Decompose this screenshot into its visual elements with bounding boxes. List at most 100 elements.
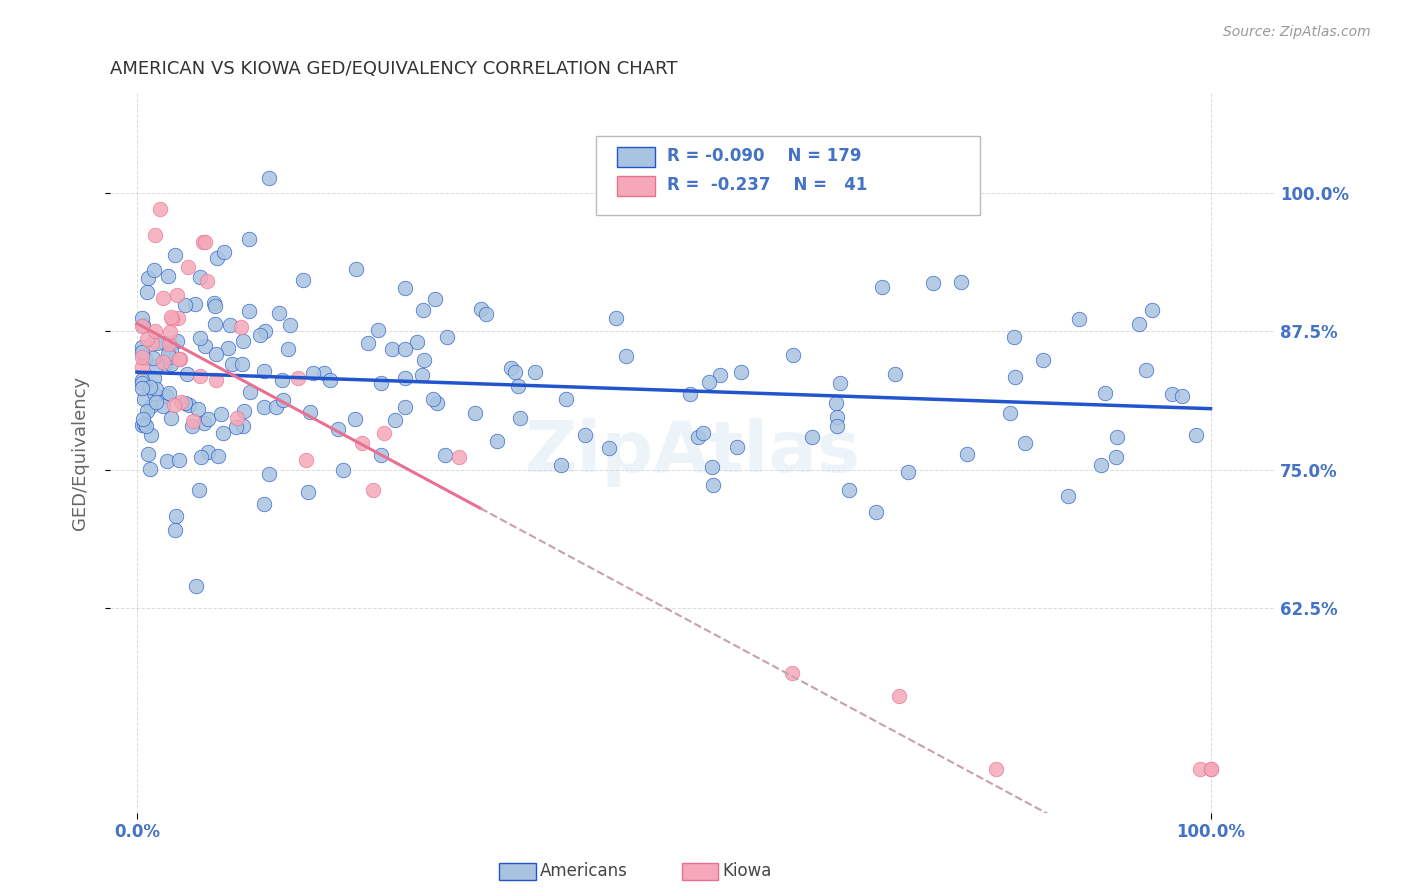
Point bbox=[264, 400, 287, 414]
Point bbox=[406, 335, 429, 350]
Point bbox=[139, 380, 162, 394]
Point bbox=[207, 449, 229, 463]
Point bbox=[131, 418, 153, 433]
Point bbox=[509, 411, 531, 425]
Point bbox=[176, 367, 198, 381]
Point bbox=[1128, 317, 1150, 331]
Point bbox=[136, 403, 159, 417]
Point bbox=[143, 228, 166, 243]
Point bbox=[157, 337, 180, 351]
Point bbox=[801, 430, 824, 444]
Point bbox=[163, 247, 186, 261]
Point bbox=[381, 342, 404, 356]
Text: R =  -0.237    N =   41: R = -0.237 N = 41 bbox=[666, 177, 868, 194]
Point bbox=[169, 351, 191, 366]
Point bbox=[394, 342, 416, 356]
Point bbox=[163, 398, 186, 412]
Point bbox=[132, 417, 155, 431]
Point bbox=[197, 444, 219, 458]
Point bbox=[319, 373, 342, 387]
Point bbox=[226, 410, 249, 425]
Point bbox=[146, 335, 169, 350]
Point bbox=[239, 385, 262, 400]
Point bbox=[131, 351, 153, 365]
Point bbox=[1188, 762, 1211, 776]
Point bbox=[824, 396, 846, 410]
Point bbox=[605, 311, 627, 326]
Point bbox=[153, 335, 176, 350]
Point bbox=[344, 262, 367, 277]
Point bbox=[447, 450, 470, 464]
Point bbox=[131, 376, 153, 390]
Point bbox=[709, 368, 731, 382]
Point bbox=[470, 301, 492, 316]
Point bbox=[160, 344, 183, 359]
Point bbox=[174, 298, 197, 312]
Point bbox=[167, 310, 190, 325]
Point bbox=[1004, 370, 1026, 384]
Point bbox=[501, 361, 523, 376]
Point bbox=[598, 441, 620, 455]
Point bbox=[700, 460, 723, 475]
Point bbox=[155, 388, 177, 402]
FancyBboxPatch shape bbox=[617, 176, 655, 196]
Point bbox=[287, 370, 309, 384]
Point bbox=[361, 483, 384, 497]
Point bbox=[159, 411, 181, 425]
Point bbox=[225, 420, 247, 434]
Text: R = -0.090    N = 179: R = -0.090 N = 179 bbox=[666, 147, 862, 165]
Point bbox=[1094, 385, 1116, 400]
Point bbox=[314, 367, 336, 381]
Point bbox=[280, 318, 302, 332]
Point bbox=[157, 385, 180, 400]
Point bbox=[167, 453, 190, 467]
Point bbox=[177, 260, 200, 275]
Point bbox=[131, 373, 153, 387]
Point bbox=[190, 450, 212, 464]
Point bbox=[159, 357, 181, 371]
Point bbox=[142, 351, 165, 366]
Point bbox=[295, 453, 318, 467]
Point bbox=[267, 306, 290, 320]
Point bbox=[163, 523, 186, 537]
Point bbox=[141, 336, 163, 351]
Text: Kiowa: Kiowa bbox=[723, 863, 772, 880]
Point bbox=[1090, 458, 1112, 472]
Point bbox=[131, 310, 153, 325]
Point bbox=[357, 336, 380, 351]
Point bbox=[897, 465, 920, 479]
Point bbox=[413, 352, 436, 367]
Point bbox=[277, 343, 299, 357]
Point bbox=[370, 376, 392, 391]
Point bbox=[195, 274, 218, 288]
Point bbox=[730, 365, 752, 379]
Point bbox=[1105, 430, 1128, 444]
Point bbox=[725, 440, 748, 454]
Point bbox=[184, 297, 207, 311]
Point bbox=[373, 425, 395, 440]
Point bbox=[131, 412, 153, 426]
Point bbox=[433, 448, 456, 462]
Point bbox=[141, 427, 163, 442]
Point bbox=[782, 348, 804, 362]
Point bbox=[149, 202, 172, 217]
Point bbox=[166, 288, 188, 302]
Point bbox=[254, 324, 277, 338]
Point bbox=[956, 447, 979, 461]
Point bbox=[614, 350, 637, 364]
Point bbox=[136, 447, 159, 461]
Point bbox=[475, 307, 498, 321]
Point bbox=[328, 422, 350, 436]
Point bbox=[1199, 762, 1222, 776]
Point bbox=[131, 381, 153, 395]
Point bbox=[1002, 330, 1025, 344]
Point bbox=[131, 340, 153, 354]
Point bbox=[145, 359, 167, 373]
Point bbox=[1199, 762, 1222, 776]
Point bbox=[135, 418, 157, 433]
Point bbox=[367, 323, 389, 337]
Point bbox=[554, 392, 576, 406]
Point bbox=[825, 410, 848, 425]
Point bbox=[193, 417, 215, 431]
Point bbox=[141, 399, 163, 413]
